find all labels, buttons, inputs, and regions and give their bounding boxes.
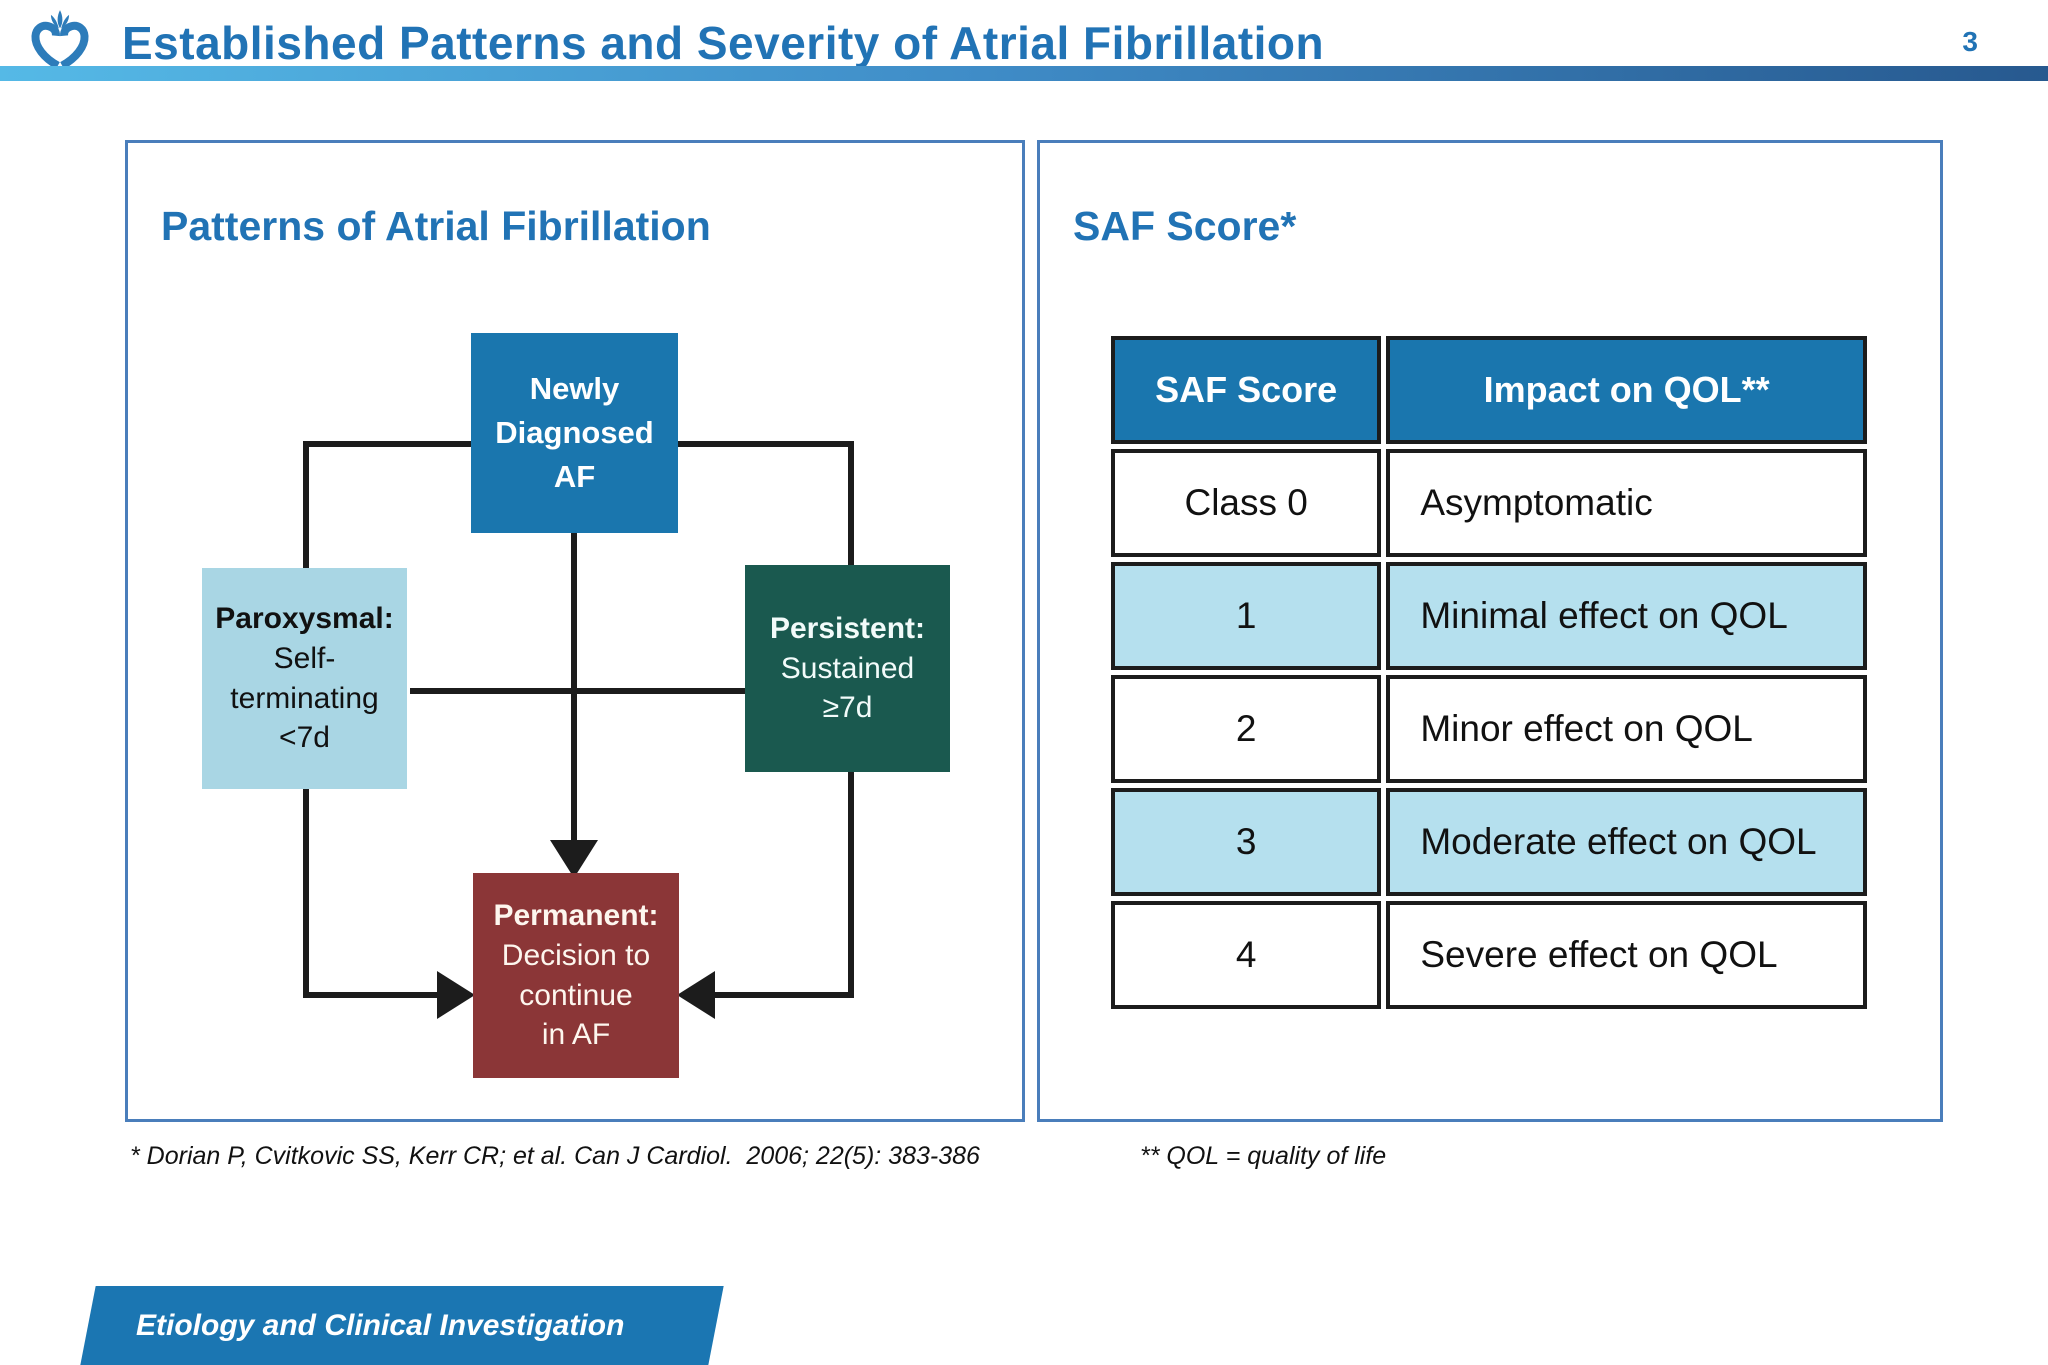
node-line: terminating xyxy=(230,681,379,715)
heart-flame-logo-icon xyxy=(31,10,89,70)
node-line: Newly xyxy=(529,370,620,406)
impact-cell: Moderate effect on QOL xyxy=(1386,788,1867,896)
node-persistent: Persistent: Sustained ≥7d xyxy=(745,565,950,772)
node-paroxysmal: Paroxysmal: Self- terminating <7d xyxy=(202,568,407,789)
impact-cell: Asymptomatic xyxy=(1386,449,1867,557)
score-cell: 2 xyxy=(1111,675,1382,783)
node-line: AF xyxy=(553,459,596,494)
impact-cell: Minimal effect on QOL xyxy=(1386,562,1867,670)
connector-bottom-left xyxy=(303,992,445,998)
score-cell: 1 xyxy=(1111,562,1382,670)
arrowhead-right-icon xyxy=(437,971,475,1019)
connector-center-vertical xyxy=(571,528,577,843)
node-line: in AF xyxy=(541,1018,611,1052)
saf-score-table: SAF Score Impact on QOL** Class 0 Asympt… xyxy=(1106,331,1872,1014)
impact-cell: Severe effect on QOL xyxy=(1386,901,1867,1009)
node-label: Paroxysmal: xyxy=(215,602,394,636)
patterns-panel-title: Patterns of Atrial Fibrillation xyxy=(161,203,711,249)
patterns-panel: Patterns of Atrial Fibrillation Newly Di… xyxy=(125,140,1025,1122)
column-header-impact-qol: Impact on QOL** xyxy=(1386,336,1867,444)
table-row: 1 Minimal effect on QOL xyxy=(1111,562,1867,670)
node-line: Decision to xyxy=(501,938,651,972)
table-row: Class 0 Asymptomatic xyxy=(1111,449,1867,557)
table-header-row: SAF Score Impact on QOL** xyxy=(1111,336,1867,444)
column-header-saf-score: SAF Score xyxy=(1111,336,1382,444)
node-line: continue xyxy=(519,978,633,1012)
score-cell: 4 xyxy=(1111,901,1382,1009)
citation-footnote: * Dorian P, Cvitkovic SS, Kerr CR; et al… xyxy=(130,1142,980,1170)
node-label: Persistent: xyxy=(769,612,926,646)
section-banner-label: Etiology and Clinical Investigation xyxy=(136,1309,625,1342)
table-row: 4 Severe effect on QOL xyxy=(1111,901,1867,1009)
node-permanent: Permanent: Decision to continue in AF xyxy=(473,873,679,1078)
node-line: Sustained xyxy=(780,651,915,685)
arrowhead-left-icon xyxy=(677,971,715,1019)
page-number: 3 xyxy=(1962,26,1978,57)
arrowhead-down-icon xyxy=(550,840,598,878)
score-cell: 3 xyxy=(1111,788,1382,896)
table-row: 2 Minor effect on QOL xyxy=(1111,675,1867,783)
connector-bottom-right xyxy=(709,992,854,998)
saf-score-panel-title: SAF Score* xyxy=(1073,203,1297,249)
connector-middle-horizontal xyxy=(410,688,750,694)
node-label: Permanent: xyxy=(493,899,659,933)
node-line: ≥7d xyxy=(822,691,873,725)
node-line: Self- xyxy=(273,641,336,675)
table-row: 3 Moderate effect on QOL xyxy=(1111,788,1867,896)
header-gradient-bar xyxy=(0,66,2048,81)
saf-score-panel: SAF Score* SAF Score Impact on QOL** Cla… xyxy=(1037,140,1943,1122)
qol-definition-footnote: ** QOL = quality of life xyxy=(1140,1142,1387,1170)
impact-cell: Minor effect on QOL xyxy=(1386,675,1867,783)
node-newly-diagnosed-af: Newly Diagnosed AF xyxy=(471,333,678,533)
score-cell: Class 0 xyxy=(1111,449,1382,557)
section-banner: Etiology and Clinical Investigation xyxy=(80,1286,724,1365)
page-title: Established Patterns and Severity of Atr… xyxy=(122,17,1325,69)
node-line: <7d xyxy=(279,721,330,755)
node-line: Diagnosed xyxy=(495,414,654,450)
